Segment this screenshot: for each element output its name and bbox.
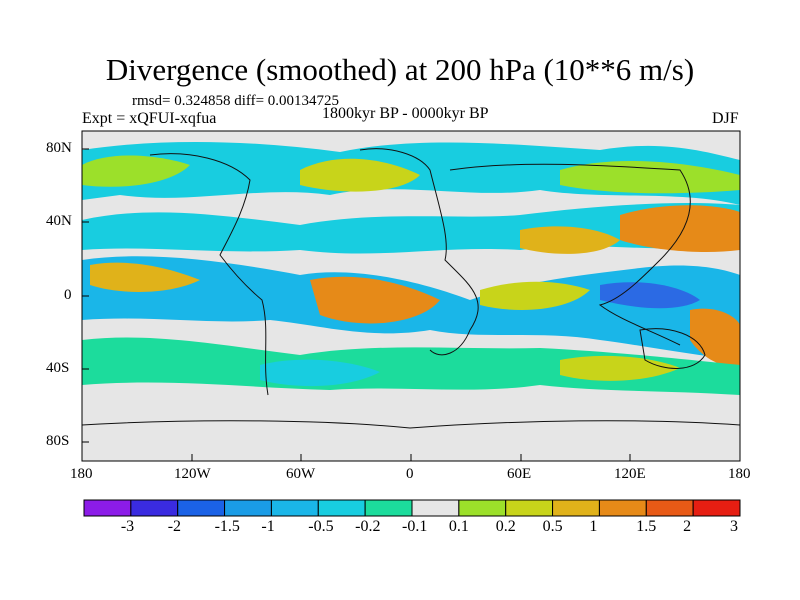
rmsd-diff-stats: rmsd= 0.324858 diff= 0.00134725	[132, 93, 340, 109]
colorbar-swatch	[224, 499, 272, 517]
y-tick-label: 40N	[46, 213, 72, 229]
x-tick-label: 120E	[614, 466, 646, 482]
colorbar-label: -0.5	[308, 518, 334, 535]
contour-orange-central-pacific	[90, 262, 200, 292]
contour-darkblue-maritime	[600, 282, 700, 309]
coastlines	[82, 148, 740, 429]
contour-orange-tibet	[520, 226, 620, 254]
x-tick-label: 180	[728, 466, 751, 482]
y-tick-label: 0	[64, 287, 72, 303]
contour-green-siberia	[560, 160, 740, 194]
coast-europe-africa	[359, 148, 479, 356]
x-tick-label: 120W	[174, 466, 211, 482]
contour-orange-pacific-nw	[620, 205, 740, 252]
season-label: DJF	[712, 110, 739, 127]
coast-asia	[449, 163, 691, 346]
coast-americas	[149, 153, 269, 396]
colorbar-label: -0.2	[355, 518, 381, 535]
colorbar-swatch	[552, 499, 600, 517]
colorbar-swatch	[598, 499, 647, 517]
colorbar-swatch	[270, 499, 319, 517]
x-tick-label: 0	[406, 466, 414, 482]
colorbar	[83, 499, 741, 517]
colorbar-swatch	[645, 499, 694, 517]
y-tick-label: 80S	[46, 433, 70, 449]
coast-australia	[639, 328, 706, 369]
colorbar-swatch	[317, 499, 366, 517]
colorbar-swatch	[692, 499, 741, 517]
colorbar-label: -0.1	[402, 518, 428, 535]
contour-green-nw	[82, 155, 190, 187]
contour-yellow-indian	[480, 281, 590, 310]
colorbar-label: 1	[589, 518, 598, 535]
contour-fill-layer	[82, 131, 740, 461]
experiment-label: Expt = xQFUI-xqfua	[82, 110, 217, 127]
x-tick-label: 180	[70, 466, 93, 482]
y-tick-label: 80N	[46, 140, 72, 156]
colorbar-label: -3	[120, 518, 135, 535]
contour-orange-southwest-pacific	[690, 308, 740, 366]
colorbar-swatch	[458, 499, 507, 517]
x-tick-label: 60W	[286, 466, 316, 482]
colorbar-label: 1.5	[636, 518, 657, 535]
map-title: Divergence (smoothed) at 200 hPa (10**6 …	[105, 52, 695, 87]
tick-marks	[81, 148, 741, 461]
colorbar-swatch	[83, 499, 132, 517]
colorbar-label: 2	[683, 518, 692, 535]
colorbar-swatch	[364, 499, 413, 517]
colorbar-swatch	[505, 499, 554, 517]
colorbar-swatch	[130, 499, 179, 517]
contour-yellow-atlantic-north	[300, 158, 420, 192]
colorbar-swatch	[411, 499, 460, 517]
colorbar-label: -1	[261, 518, 275, 535]
colorbar-label: -2	[167, 518, 182, 535]
x-tick-label: 60E	[507, 466, 532, 482]
contour-orange-amazon-atlantic	[310, 276, 440, 324]
y-tick-label: 40S	[46, 360, 70, 376]
period-label: 1800kyr BP - 0000kyr BP	[322, 105, 489, 122]
colorbar-label: 0.2	[495, 518, 516, 535]
colorbar-label: -1.5	[214, 518, 240, 535]
colorbar-swatch	[177, 499, 226, 517]
contour-yellow-south-indian	[560, 355, 680, 381]
colorbar-label: 0.1	[448, 518, 469, 535]
contour-teal-south	[82, 337, 740, 395]
colorbar-label: 0.5	[542, 518, 563, 535]
coast-antarctica	[82, 420, 740, 429]
colorbar-label: 3	[730, 518, 738, 535]
contour-cyan-south-atlantic	[260, 359, 380, 387]
